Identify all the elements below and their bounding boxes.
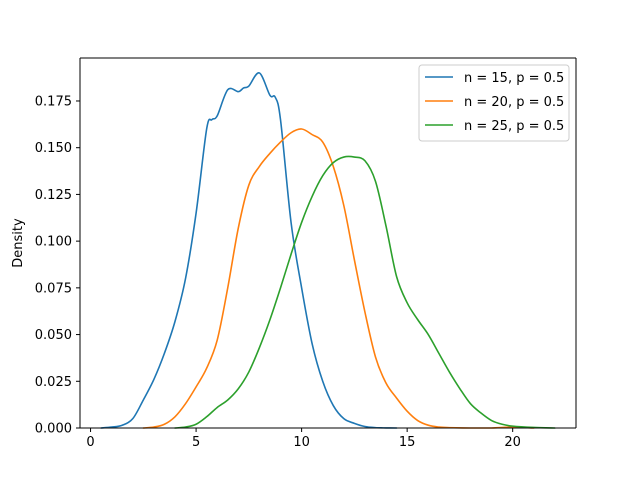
x-tick-label: 10 [293, 435, 310, 450]
y-tick-label: 0.150 [35, 141, 72, 156]
series-layer [100, 72, 556, 429]
y-axis-label: Density [11, 218, 26, 268]
x-tick-label: 20 [504, 435, 521, 450]
legend: n = 15, p = 0.5 n = 20, p = 0.5 n = 25, p … [418, 64, 570, 142]
y-axis-ticks: 0.000 0.025 0.050 0.075 0.100 0.125 0.150 0.175 [35, 94, 80, 437]
series-line-3 [174, 155, 556, 429]
y-tick-label: 0.075 [35, 281, 72, 296]
x-axis-ticks: 0 5 10 15 20 [86, 428, 521, 450]
y-tick-label: 0.000 [35, 422, 72, 437]
y-tick-label: 0.050 [35, 328, 72, 343]
x-tick-label: 15 [399, 435, 416, 450]
series-line-1 [100, 72, 398, 429]
legend-label-3: n = 25, p = 0.5 [464, 119, 564, 134]
legend-label-1: n = 15, p = 0.5 [464, 71, 564, 86]
y-tick-label: 0.100 [35, 235, 72, 250]
x-tick-label: 5 [192, 435, 200, 450]
x-tick-label: 0 [86, 435, 94, 450]
axes-spines [79, 57, 577, 429]
legend-box [418, 64, 570, 142]
y-tick-label: 0.125 [35, 188, 72, 203]
y-tick-label: 0.025 [35, 375, 72, 390]
legend-label-2: n = 20, p = 0.5 [464, 95, 564, 110]
y-tick-label: 0.175 [35, 94, 72, 109]
series-line-2 [142, 128, 535, 429]
